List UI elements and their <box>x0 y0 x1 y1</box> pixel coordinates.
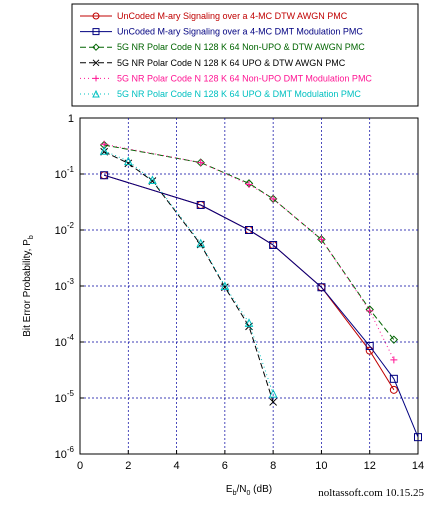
legend-label: 5G NR Polar Code N 128 K 64 Non-UPO & DT… <box>117 42 365 52</box>
data-point <box>197 159 205 167</box>
x-axis-label: Eb/N0 (dB) <box>226 484 272 497</box>
legend-item: 5G NR Polar Code N 128 K 64 Non-UPO DMT … <box>80 73 372 83</box>
x-tick-label: 6 <box>222 460 228 472</box>
series <box>100 171 422 442</box>
data-point <box>124 159 133 168</box>
y-tick-label: 1 <box>68 113 74 125</box>
x-tick-label: 2 <box>125 460 131 472</box>
data-point <box>269 195 277 203</box>
data-point <box>269 240 278 249</box>
y-tick-label: 10-6 <box>55 445 75 461</box>
legend-label: UnCoded M-ary Signaling over a 4-MC DTW … <box>117 11 348 21</box>
data-point <box>196 238 206 248</box>
data-point <box>389 374 398 383</box>
data-point <box>92 89 100 98</box>
y-axis-label: Bit Error Probability, Pb <box>22 235 35 337</box>
x-tick-label: 14 <box>412 460 424 472</box>
data-point <box>92 59 100 67</box>
data-point <box>245 180 253 188</box>
data-point <box>123 156 133 166</box>
legend-item: 5G NR Polar Code N 128 K 64 UPO & DTW AW… <box>80 58 346 68</box>
data-point <box>92 12 100 20</box>
data-point <box>390 356 398 364</box>
series-line <box>103 174 419 438</box>
legend-item: 5G NR Polar Code N 128 K 64 UPO & DMT Mo… <box>80 89 361 99</box>
data-point <box>148 175 157 185</box>
legend-label: 5G NR Polar Code N 128 K 64 UPO & DTW AW… <box>117 58 346 68</box>
x-tick-label: 10 <box>315 460 327 472</box>
series-line <box>103 150 274 394</box>
legend: UnCoded M-ary Signaling over a 4-MC DTW … <box>80 11 372 99</box>
data-point <box>93 75 99 82</box>
data-point <box>92 28 100 36</box>
data-point <box>244 318 254 327</box>
legend-item: UnCoded M-ary Signaling over a 4-MC DMT … <box>80 27 363 37</box>
data-point <box>414 433 422 442</box>
legend-item: UnCoded M-ary Signaling over a 4-MC DTW … <box>80 11 348 21</box>
y-tick-label: 10-4 <box>55 333 75 349</box>
data-point <box>366 307 374 315</box>
x-tick-label: 8 <box>270 460 276 472</box>
x-tick-label: 12 <box>364 460 376 472</box>
data-point <box>220 281 230 290</box>
tick-labels: 0 2 4 6 8 10 12 14 10-6 10-5 10-4 10-3 10-2 10-1 1 <box>55 113 425 472</box>
x-tick-label: 4 <box>174 460 180 472</box>
data-point <box>389 335 399 344</box>
data-point <box>92 43 100 51</box>
data-point <box>196 200 205 209</box>
data-point <box>100 171 109 180</box>
y-tick-label: 10-3 <box>55 277 75 293</box>
data-point <box>99 146 109 155</box>
x-tick-label: 0 <box>77 460 83 472</box>
watermark: noltassoft.com 10.15.25 <box>318 487 424 499</box>
data-point <box>245 226 253 234</box>
grid <box>80 118 418 454</box>
legend-box <box>71 3 419 107</box>
legend-item: 5G NR Polar Code N 128 K 64 Non-UPO & DT… <box>80 42 365 52</box>
legend-label: UnCoded M-ary Signaling over a 4-MC DMT … <box>117 27 363 37</box>
data-point <box>389 385 398 394</box>
data-point <box>365 341 374 350</box>
legend-label: 5G NR Polar Code N 128 K 64 Non-UPO DMT … <box>117 73 372 83</box>
series <box>99 146 278 398</box>
data-point <box>317 283 326 292</box>
legend-label: 5G NR Polar Code N 128 K 64 UPO & DMT Mo… <box>117 89 361 99</box>
data-point <box>317 235 325 243</box>
series-layer <box>99 140 422 442</box>
y-tick-label: 10-5 <box>55 389 75 405</box>
data-point <box>268 388 278 398</box>
data-point <box>269 398 277 406</box>
series <box>100 140 398 364</box>
y-tick-label: 10-2 <box>55 221 75 237</box>
y-tick-label: 10-1 <box>55 165 75 181</box>
